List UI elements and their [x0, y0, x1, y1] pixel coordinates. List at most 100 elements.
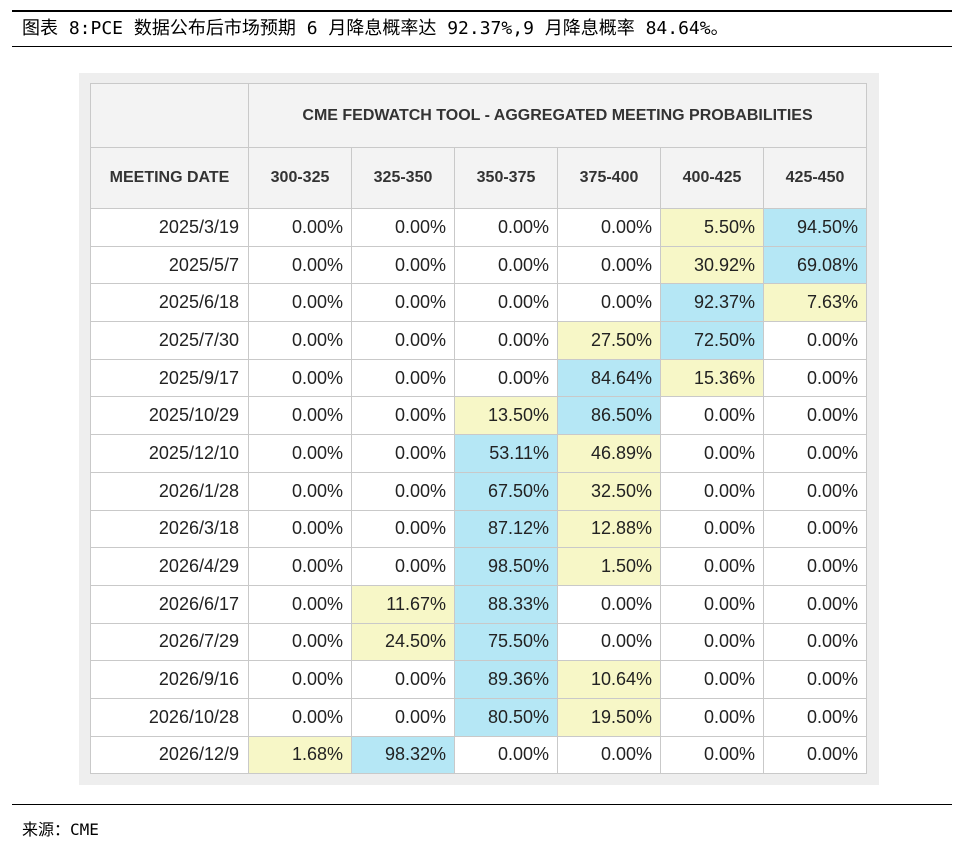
- probability-cell: 0.00%: [351, 660, 455, 699]
- probability-cell: 0.00%: [762, 697, 868, 737]
- probability-cell: 15.36%: [660, 358, 764, 398]
- meeting-date-cell: 2026/7/29: [90, 622, 249, 662]
- probability-cell: 69.08%: [762, 245, 868, 285]
- rate-range-header: 425-450: [762, 147, 868, 209]
- probability-cell: 19.50%: [557, 697, 661, 737]
- probability-cell: 0.00%: [762, 622, 868, 662]
- probability-cell: 0.00%: [762, 471, 868, 511]
- rate-range-header: 300-325: [248, 147, 352, 209]
- table-row: 2026/10/28 0.00% 0.00% 80.50% 19.50% 0.00% 0.0…: [90, 697, 868, 737]
- table-row: 2026/7/29 0.00% 24.50% 75.50% 0.00% 0.00% 0.00…: [90, 622, 868, 662]
- probability-cell: 0.00%: [660, 547, 764, 586]
- probability-cell: 1.68%: [248, 735, 352, 775]
- table-row: 2026/3/18 0.00% 0.00% 87.12% 12.88% 0.00% 0.00…: [90, 509, 868, 549]
- probability-cell: 84.64%: [557, 358, 661, 398]
- probability-cell: 0.00%: [762, 509, 868, 549]
- probability-cell: 0.00%: [454, 245, 558, 285]
- source-note: 来源：CME: [22, 820, 99, 839]
- rate-range-header: 325-350: [351, 147, 455, 209]
- probability-cell: 27.50%: [557, 321, 661, 360]
- probability-cell: 0.00%: [762, 660, 868, 699]
- probability-cell: 89.36%: [454, 660, 558, 699]
- table-row: 2026/12/9 1.68% 98.32% 0.00% 0.00% 0.00% 0.00%: [90, 735, 868, 775]
- probability-cell: 88.33%: [454, 584, 558, 624]
- probability-cell: 98.50%: [454, 547, 558, 586]
- probability-cell: 1.50%: [557, 547, 661, 586]
- meeting-date-cell: 2025/12/10: [90, 434, 249, 473]
- probability-cell: 0.00%: [248, 245, 352, 285]
- probability-cell: 92.37%: [660, 283, 764, 323]
- probability-cell: 75.50%: [454, 622, 558, 662]
- probability-cell: 0.00%: [660, 471, 764, 511]
- table-row: 2025/5/7 0.00% 0.00% 0.00% 0.00% 30.92% 69.08%: [90, 245, 868, 285]
- probability-cell: 0.00%: [248, 208, 352, 247]
- table-row: 2025/12/10 0.00% 0.00% 53.11% 46.89% 0.00% 0.0…: [90, 434, 868, 473]
- meeting-date-cell: 2026/9/16: [90, 660, 249, 699]
- probability-cell: 24.50%: [351, 622, 455, 662]
- probability-cell: 0.00%: [454, 735, 558, 775]
- meeting-date-cell: 2025/6/18: [90, 283, 249, 323]
- probability-cell: 0.00%: [351, 509, 455, 549]
- table-title: CME FEDWATCH TOOL - AGGREGATED MEETING P…: [247, 83, 868, 148]
- probability-cell: 0.00%: [660, 622, 764, 662]
- probability-cell: 0.00%: [248, 471, 352, 511]
- meeting-date-cell: 2025/5/7: [90, 245, 249, 285]
- probability-cell: 0.00%: [762, 358, 868, 398]
- probability-cell: 0.00%: [351, 697, 455, 737]
- fedwatch-probability-table: CME FEDWATCH TOOL - AGGREGATED MEETING P…: [90, 83, 868, 775]
- probability-cell: 0.00%: [454, 283, 558, 323]
- probability-cell: 0.00%: [557, 208, 661, 247]
- probability-cell: 0.00%: [660, 735, 764, 775]
- probability-cell: 0.00%: [248, 321, 352, 360]
- table-row: 2025/7/30 0.00% 0.00% 0.00% 27.50% 72.50% 0.00…: [90, 321, 868, 360]
- table-row: 2025/9/17 0.00% 0.00% 0.00% 84.64% 15.36% 0.00…: [90, 358, 868, 398]
- probability-cell: 7.63%: [762, 283, 868, 323]
- meeting-date-cell: 2025/3/19: [90, 208, 249, 247]
- probability-cell: 0.00%: [762, 547, 868, 586]
- probability-cell: 0.00%: [248, 358, 352, 398]
- probability-cell: 11.67%: [351, 584, 455, 624]
- probability-cell: 0.00%: [762, 321, 868, 360]
- figure-caption: 图表 8:PCE 数据公布后市场预期 6 月降息概率达 92.37%,9 月降息…: [12, 10, 952, 47]
- probability-cell: 0.00%: [248, 396, 352, 436]
- probability-cell: 87.12%: [454, 509, 558, 549]
- probability-cell: 86.50%: [557, 396, 661, 436]
- probability-cell: 0.00%: [557, 283, 661, 323]
- probability-cell: 0.00%: [454, 321, 558, 360]
- probability-cell: 0.00%: [248, 547, 352, 586]
- probability-cell: 0.00%: [351, 471, 455, 511]
- probability-cell: 0.00%: [660, 697, 764, 737]
- probability-cell: 0.00%: [557, 622, 661, 662]
- meeting-date-cell: 2026/1/28: [90, 471, 249, 511]
- meeting-date-cell: 2026/10/28: [90, 697, 249, 737]
- meeting-date-cell: 2025/9/17: [90, 358, 249, 398]
- probability-cell: 0.00%: [762, 584, 868, 624]
- rate-range-header: 375-400: [557, 147, 661, 209]
- meeting-date-cell: 2026/12/9: [90, 735, 249, 775]
- table-row: 2025/10/29 0.00% 0.00% 13.50% 86.50% 0.00% 0.0…: [90, 396, 868, 436]
- probability-cell: 0.00%: [660, 509, 764, 549]
- probability-cell: 5.50%: [660, 208, 764, 247]
- rate-range-header: 350-375: [454, 147, 558, 209]
- probability-cell: 0.00%: [351, 321, 455, 360]
- probability-cell: 13.50%: [454, 396, 558, 436]
- meeting-date-cell: 2026/6/17: [90, 584, 249, 624]
- table-row: 2026/9/16 0.00% 0.00% 89.36% 10.64% 0.00% 0.00…: [90, 660, 868, 699]
- meeting-date-cell: 2026/4/29: [90, 547, 249, 586]
- probability-cell: 0.00%: [248, 697, 352, 737]
- probability-cell: 98.32%: [351, 735, 455, 775]
- table-row: 2026/4/29 0.00% 0.00% 98.50% 1.50% 0.00% 0.00%: [90, 547, 868, 586]
- probability-cell: 0.00%: [351, 547, 455, 586]
- probability-cell: 0.00%: [351, 396, 455, 436]
- meeting-date-header: MEETING DATE: [90, 147, 249, 209]
- probability-cell: 30.92%: [660, 245, 764, 285]
- table-row: 2025/3/19 0.00% 0.00% 0.00% 0.00% 5.50% 94.50%: [90, 208, 868, 247]
- probability-cell: 0.00%: [660, 396, 764, 436]
- probability-cell: 0.00%: [454, 358, 558, 398]
- probability-cell: 0.00%: [248, 584, 352, 624]
- probability-cell: 72.50%: [660, 321, 764, 360]
- corner-cell: [90, 83, 249, 148]
- probability-cell: 0.00%: [660, 660, 764, 699]
- probability-cell: 0.00%: [762, 735, 868, 775]
- probability-cell: 10.64%: [557, 660, 661, 699]
